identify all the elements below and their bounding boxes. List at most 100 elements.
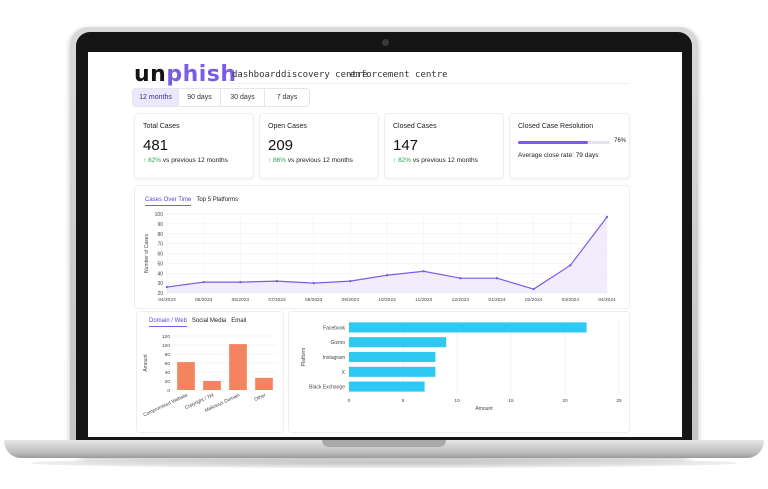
cases-over-time-chart: 20 30 40 50 60 70 80 90 100 04/2023 05/2023 06/2023… bbox=[144, 212, 616, 303]
tab-domain-web[interactable]: Domain / Web bbox=[149, 318, 187, 327]
y-tick-label: 70 bbox=[157, 242, 163, 248]
x-tick-label: 10 bbox=[454, 398, 460, 404]
x-tick-label: 04/2024 bbox=[598, 297, 616, 303]
delta-text: vs previous 12 months bbox=[412, 157, 478, 164]
y-tick-label: 0 bbox=[167, 388, 170, 394]
y-tick-label: 100 bbox=[155, 212, 164, 218]
hbar-3 bbox=[349, 366, 436, 377]
card-delta: ↑ 82% vs previous 12 months bbox=[393, 157, 478, 164]
line-point bbox=[239, 280, 242, 284]
delta-percent: 82% bbox=[148, 157, 162, 164]
app-logo[interactable]: unphish bbox=[134, 62, 237, 87]
resolution-percent: 76% bbox=[614, 138, 627, 144]
dashboard-screen: unphish dashboard discovery centre enfor… bbox=[88, 52, 682, 437]
x-tick-label: 15 bbox=[508, 398, 514, 404]
y-axis-label: Number of Cases bbox=[144, 234, 150, 273]
x-tick-label: 25 bbox=[616, 398, 622, 404]
y-tick-label: Black Exchange bbox=[309, 385, 345, 391]
y-tick-label: Facebook bbox=[323, 325, 345, 331]
camera-icon bbox=[382, 39, 389, 46]
x-tick-label: 03/2024 bbox=[562, 297, 580, 303]
y-tick-label: 100 bbox=[162, 343, 170, 349]
arrow-up-icon: ↑ bbox=[393, 157, 397, 164]
x-tick-label: 07/2023 bbox=[268, 297, 286, 303]
x-axis-label: Amount bbox=[475, 406, 493, 412]
period-tabs: 12 months 90 days 30 days 7 days bbox=[132, 88, 310, 107]
line-point bbox=[385, 274, 389, 277]
y-tick-label: 120 bbox=[162, 334, 170, 340]
nav-divider bbox=[228, 83, 628, 84]
line-point bbox=[275, 279, 279, 283]
x-tick-label: Other bbox=[253, 392, 267, 403]
hbar-1 bbox=[349, 337, 447, 348]
card-title: Open Cases bbox=[268, 123, 307, 130]
line-area-fill bbox=[167, 216, 607, 293]
bar-0 bbox=[177, 362, 195, 390]
hbar-2 bbox=[349, 351, 436, 363]
nav-enforcement-centre[interactable]: enforcement centre bbox=[350, 70, 448, 80]
tab-top-5-platforms[interactable]: Top 5 Platforms bbox=[196, 197, 239, 203]
line-point bbox=[312, 281, 315, 285]
y-tick-label: 20 bbox=[157, 291, 163, 297]
card-closed-case-resolution: Closed Case Resolution 76% Average close… bbox=[509, 113, 630, 179]
line-point bbox=[532, 287, 535, 291]
x-tick-label: 0 bbox=[348, 398, 351, 404]
y-axis-label: Platform bbox=[301, 348, 307, 367]
card-value: 481 bbox=[143, 137, 169, 154]
tab-7-days[interactable]: 7 days bbox=[276, 94, 298, 101]
bar-3 bbox=[255, 377, 273, 390]
tab-12-months[interactable]: 12 months bbox=[133, 89, 179, 106]
card-title: Total Cases bbox=[143, 123, 180, 130]
nav-discovery-centre[interactable]: discovery centre bbox=[281, 70, 368, 80]
tab-cases-over-time[interactable]: Cases Over Time bbox=[145, 197, 192, 206]
card-value: 209 bbox=[268, 137, 294, 154]
y-tick-label: X bbox=[342, 370, 346, 376]
y-tick-label: 60 bbox=[165, 361, 171, 367]
x-tick-label: 08/2023 bbox=[305, 297, 323, 303]
y-tick-label: 40 bbox=[165, 370, 171, 376]
y-tick-label: 40 bbox=[157, 271, 163, 277]
line-point bbox=[605, 215, 609, 219]
tab-90-days[interactable]: 90 days bbox=[179, 89, 221, 106]
bar-chart-tabs: Domain / Web Social Media Email bbox=[149, 318, 246, 327]
y-tick-label: 50 bbox=[157, 261, 163, 267]
line-point bbox=[459, 276, 462, 280]
laptop-base bbox=[4, 440, 764, 458]
arrow-up-icon: ↑ bbox=[268, 157, 272, 164]
platform-bar-chart: 0 5 10 15 20 25 Amount Platform Facebook Gizmo Ins… bbox=[301, 320, 622, 412]
laptop-notch bbox=[322, 440, 446, 447]
line-point bbox=[422, 270, 425, 273]
delta-percent: 86% bbox=[273, 157, 287, 164]
bar-1 bbox=[203, 381, 221, 390]
card-open-cases: Open Cases 209 ↑ 86% vs previous 12 mont… bbox=[259, 113, 379, 179]
tab-30-days[interactable]: 30 days bbox=[221, 89, 265, 106]
tab-social-media[interactable]: Social Media bbox=[191, 318, 227, 324]
resolution-progress-fill bbox=[518, 141, 588, 144]
y-tick-label: 60 bbox=[157, 252, 163, 258]
line-chart-panel: Cases Over Time Top 5 Platforms 20 30 40 50… bbox=[134, 185, 630, 309]
card-title: Closed Cases bbox=[393, 123, 437, 130]
average-close-rate: Average close rate: 79 days bbox=[518, 152, 599, 159]
y-tick-label: 80 bbox=[157, 232, 163, 238]
hbar-0 bbox=[349, 322, 587, 333]
logo-text-accent: phish bbox=[166, 62, 237, 87]
card-delta: ↑ 86% vs previous 12 months bbox=[268, 157, 353, 164]
x-tick-label: 10/2023 bbox=[378, 297, 396, 303]
nav-dashboard[interactable]: dashboard bbox=[232, 70, 281, 80]
line-point bbox=[495, 276, 499, 280]
tab-email[interactable]: Email bbox=[231, 318, 247, 324]
bar-chart-panel: Domain / Web Social Media Email 0 20 40 60 8… bbox=[136, 311, 284, 433]
y-tick-label: 90 bbox=[157, 222, 163, 228]
y-tick-label: 30 bbox=[157, 281, 163, 287]
card-title: Closed Case Resolution bbox=[518, 123, 594, 130]
y-tick-label: Instagram bbox=[323, 355, 345, 361]
laptop-shadow bbox=[30, 458, 738, 468]
line-point bbox=[165, 285, 169, 289]
delta-text: vs previous 12 months bbox=[162, 157, 228, 164]
domain-web-bar-chart: 0 20 40 60 80 100 120 Amount Compromised Website… bbox=[142, 334, 277, 418]
y-tick-label: 80 bbox=[165, 352, 171, 358]
hbar-4 bbox=[349, 381, 425, 392]
x-tick-label: 01/2024 bbox=[488, 297, 506, 303]
arrow-up-icon: ↑ bbox=[143, 157, 147, 164]
